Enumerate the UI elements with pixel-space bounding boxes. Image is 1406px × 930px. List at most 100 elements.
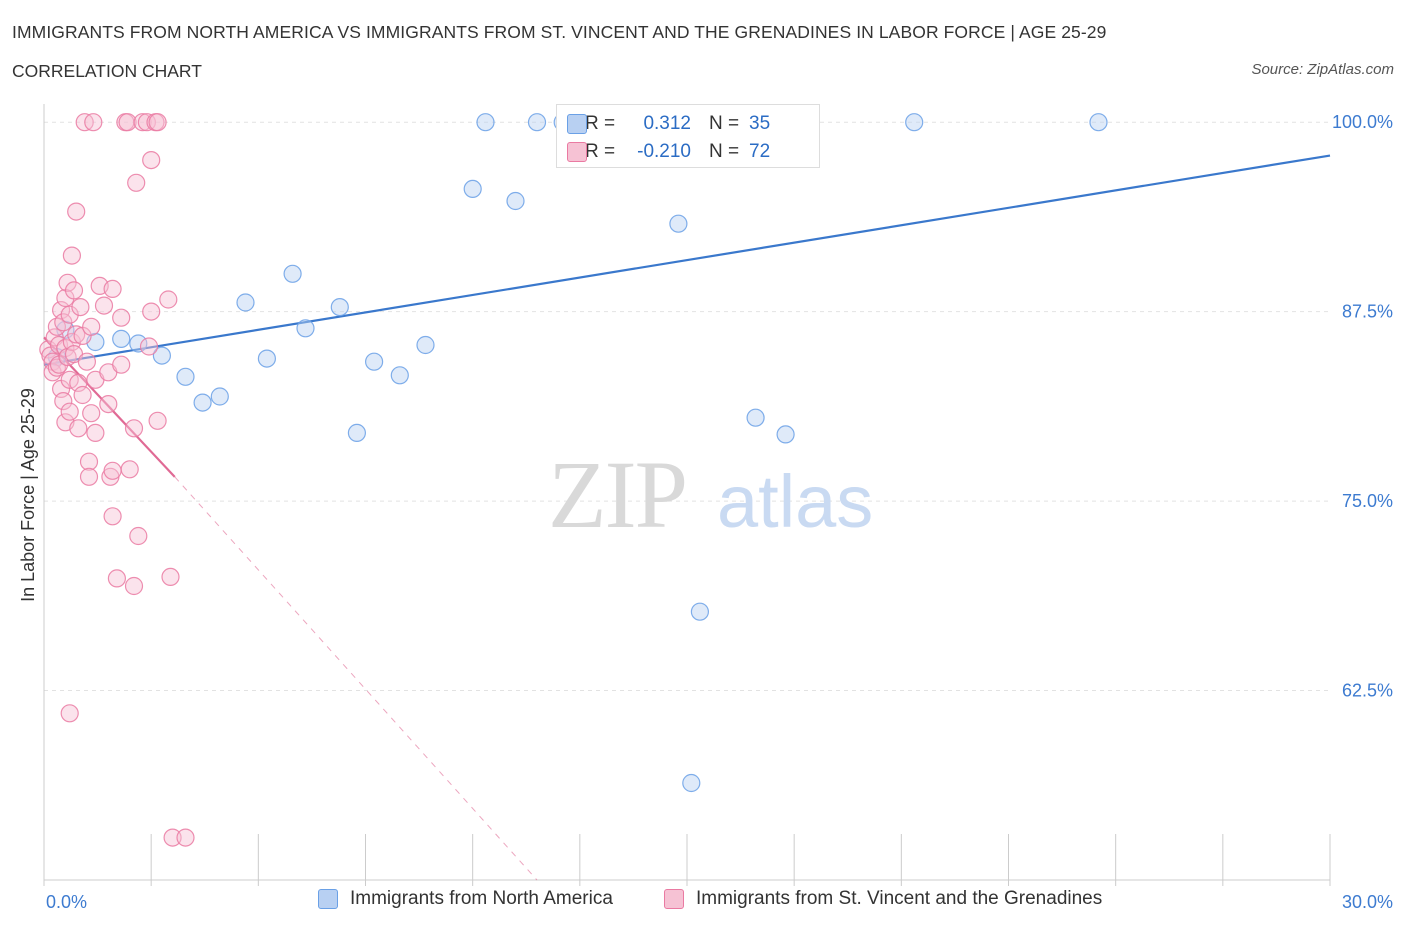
n-label: N = (709, 113, 740, 134)
point-north-america (112, 329, 131, 348)
n-value: 72 (749, 141, 771, 162)
point-st-vincent (79, 452, 99, 471)
r-label: R = (585, 141, 616, 162)
legend-item-north-america[interactable]: Immigrants from North America (318, 888, 613, 910)
point-north-america (210, 387, 229, 406)
point-st-vincent (94, 296, 114, 315)
point-st-vincent (103, 507, 122, 526)
point-st-vincent (133, 113, 152, 132)
watermark: ZIP atlas (548, 441, 873, 548)
point-north-america (257, 349, 276, 368)
point-north-america (527, 113, 547, 132)
pink-swatch (567, 142, 587, 162)
point-st-vincent (99, 395, 118, 414)
n-label: N = (709, 141, 740, 162)
y-tick-label: 100.0% (1332, 112, 1393, 132)
grid-lines (44, 121, 1330, 692)
point-st-vincent (118, 113, 137, 132)
point-north-america (365, 352, 384, 371)
point-north-america (416, 335, 435, 355)
point-st-vincent (103, 461, 122, 480)
point-st-vincent (64, 281, 84, 300)
x-tick-label: 30.0% (1342, 892, 1393, 912)
correlation-stats-box: R = 0.312 N = 35 R = -0.210 N = 72 (556, 104, 820, 168)
trend-line-north-america (43, 154, 1331, 366)
trend-line-st-vincent (43, 336, 176, 478)
point-st-vincent (124, 419, 144, 438)
point-st-vincent (142, 151, 161, 170)
stats-row-pink: R = -0.210 N = 72 (567, 139, 771, 165)
point-st-vincent (86, 423, 105, 442)
point-north-america (1089, 113, 1108, 132)
point-north-america (669, 214, 688, 233)
point-st-vincent (112, 355, 131, 374)
source-label: Source: ZipAtlas.com (1251, 61, 1394, 78)
point-north-america (690, 602, 710, 621)
point-st-vincent (60, 704, 79, 723)
legend-swatch-blue (318, 889, 338, 909)
point-st-vincent (142, 302, 161, 321)
trend-extension-st-vincent (174, 476, 538, 881)
r-value: 0.312 (643, 113, 691, 134)
point-north-america (682, 773, 701, 793)
n-value: 35 (749, 113, 771, 134)
axes (43, 104, 1331, 886)
point-north-america (905, 113, 924, 132)
y-tick-label: 87.5% (1342, 302, 1393, 322)
watermark-zip: ZIP (548, 441, 686, 548)
point-north-america (330, 298, 349, 317)
point-st-vincent (60, 305, 79, 324)
point-north-america (129, 334, 148, 353)
point-st-vincent (120, 460, 139, 479)
point-st-vincent (124, 576, 144, 596)
point-st-vincent (82, 404, 101, 423)
y-tick-label: 75.0% (1342, 491, 1393, 511)
chart-subtitle: CORRELATION CHART (12, 61, 202, 81)
point-st-vincent (148, 113, 167, 132)
point-st-vincent (58, 273, 77, 292)
y-tick-label: 62.5% (1342, 681, 1393, 701)
legend-label: Immigrants from North America (350, 888, 613, 909)
chart-title: IMMIGRANTS FROM NORTH AMERICA VS IMMIGRA… (12, 22, 1107, 42)
point-st-vincent (161, 567, 180, 587)
point-north-america (283, 264, 302, 283)
legend-swatch-pink (664, 889, 684, 909)
point-st-vincent (127, 173, 146, 192)
point-st-vincent (176, 828, 195, 847)
point-north-america (463, 179, 482, 198)
point-st-vincent (77, 352, 97, 371)
point-st-vincent (139, 337, 159, 356)
point-north-america (193, 393, 212, 412)
point-st-vincent (107, 569, 127, 588)
point-st-vincent (79, 467, 99, 486)
stats-row-blue: R = 0.312 N = 35 (567, 111, 771, 137)
point-north-america (347, 423, 366, 442)
point-st-vincent (112, 308, 131, 327)
watermark-atlas: atlas (717, 460, 873, 543)
point-st-vincent (60, 402, 79, 421)
point-north-america (746, 408, 765, 427)
point-north-america (176, 367, 195, 386)
point-st-vincent (54, 313, 73, 332)
point-st-vincent (54, 392, 73, 411)
point-north-america (236, 293, 255, 312)
tick-labels: 100.0% 87.5% 75.0% 62.5% 0.0% 30.0% (46, 112, 1393, 912)
point-st-vincent (69, 373, 88, 392)
point-st-vincent (69, 419, 88, 438)
trend-lines (43, 154, 1331, 881)
point-st-vincent (73, 385, 92, 405)
point-st-vincent (67, 325, 86, 344)
point-north-america (506, 191, 525, 211)
legend-label: Immigrants from St. Vincent and the Gren… (696, 888, 1103, 909)
chart-legend: Immigrants from North America Immigrants… (0, 888, 1406, 918)
point-north-america (390, 366, 409, 385)
point-st-vincent (129, 526, 148, 546)
r-label: R = (585, 113, 616, 134)
point-st-vincent (84, 113, 103, 132)
point-st-vincent (148, 411, 167, 430)
y-axis-label: In Labor Force | Age 25-29 (18, 388, 38, 602)
legend-item-st-vincent[interactable]: Immigrants from St. Vincent and the Gren… (664, 888, 1102, 910)
point-st-vincent (67, 202, 86, 221)
point-st-vincent (82, 317, 101, 336)
blue-swatch (567, 114, 587, 134)
